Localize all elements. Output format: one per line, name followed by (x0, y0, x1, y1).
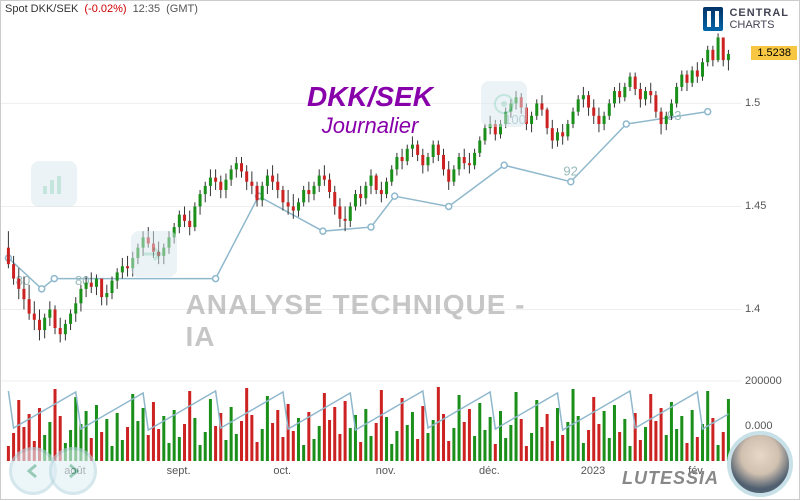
pair-title: DKK/SEK (307, 81, 433, 113)
watermark-target-icon (481, 81, 527, 127)
watermark-chart-icon (31, 161, 77, 207)
time-label: 12:35 (133, 3, 161, 15)
x-tick-label: sept. (167, 465, 191, 477)
x-tick-label: oct. (273, 465, 291, 477)
title-overlay: DKK/SEK Journalier (307, 81, 433, 139)
change-label: (-0.02%) (84, 3, 126, 15)
volume-chart[interactable] (1, 361, 739, 461)
lutessia-brand: LUTESSIA (622, 468, 719, 489)
x-tick-label: 2023 (581, 465, 605, 477)
chart-header: Spot DKK/SEK (-0.02%) 12:35 (GMT) (5, 3, 198, 15)
y-axis: 1.41.451.5 (739, 21, 799, 361)
watermark-text: ANALYSE TECHNIQUE - IA (186, 289, 555, 353)
timeframe-title: Journalier (307, 113, 433, 139)
avatar-icon (727, 431, 793, 497)
symbol-label: Spot DKK/SEK (5, 3, 78, 15)
timezone-label: (GMT) (166, 3, 198, 15)
svg-text:93: 93 (667, 108, 681, 123)
price-chart[interactable]: 80801009293 DKK/SEK Journalier ANALYSE T… (1, 21, 739, 361)
svg-text:92: 92 (563, 164, 577, 179)
nav-forward-icon[interactable] (49, 447, 97, 495)
x-tick-label: nov. (376, 465, 396, 477)
watermark-arrow-icon (131, 231, 177, 277)
x-tick-label: déc. (479, 465, 500, 477)
